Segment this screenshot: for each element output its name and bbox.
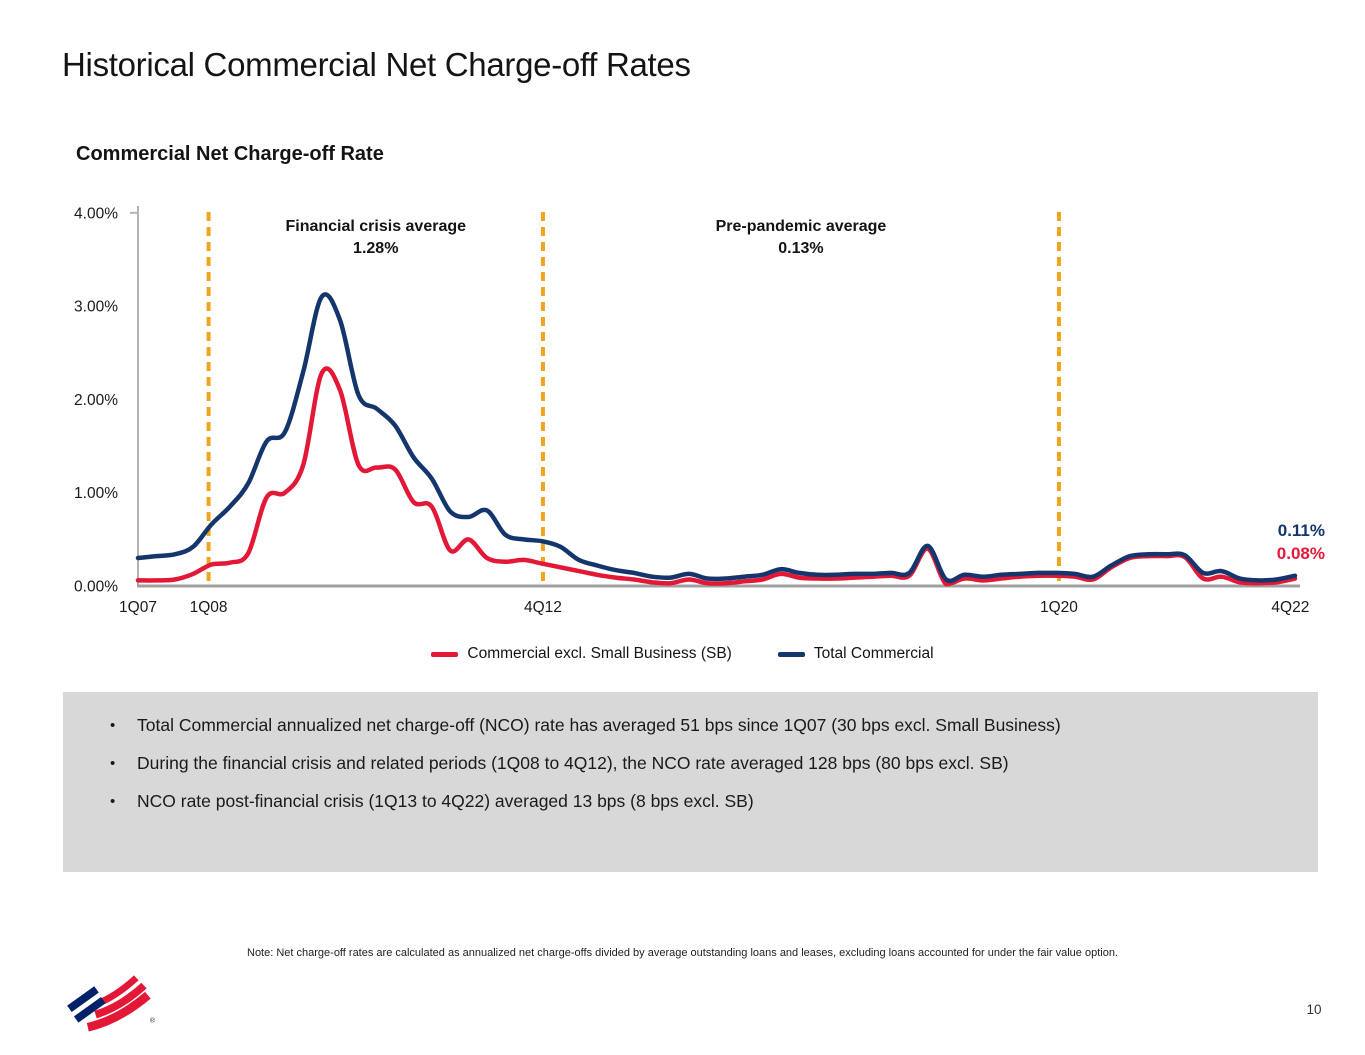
svg-text:2.00%: 2.00%: [74, 392, 118, 409]
annotation-value: 0.13%: [778, 240, 824, 257]
svg-text:1Q08: 1Q08: [190, 599, 228, 616]
logo-red-stripe: [101, 975, 139, 1005]
legend-label: Commercial excl. Small Business (SB): [467, 645, 732, 662]
annotation-line: Pre-pandemic average: [715, 218, 887, 235]
svg-text:3.00%: 3.00%: [74, 299, 118, 316]
svg-text:4.00%: 4.00%: [74, 205, 118, 222]
registered-trademark-symbol: ®: [150, 1016, 155, 1024]
svg-text:4Q22: 4Q22: [1271, 599, 1309, 616]
page-number: 10: [1306, 1002, 1322, 1017]
summary-bullet-box: Total Commercial annualized net charge-o…: [63, 692, 1318, 872]
svg-text:1.00%: 1.00%: [74, 485, 118, 502]
svg-text:1Q07: 1Q07: [119, 599, 157, 616]
bank-of-america-logo: ®: [67, 975, 155, 1032]
nco-line-chart-canvas: 0.00% 1.00% 2.00% 3.00% 4.00% 1Q07 1Q08 4Q12 1Q2…: [74, 205, 1309, 616]
logo-blue-stripe: [67, 986, 99, 1012]
svg-text:1Q20: 1Q20: [1040, 599, 1078, 616]
excl-sb-line-swatch: [431, 651, 459, 657]
bullet-item: Total Commercial annualized net charge-o…: [63, 713, 1288, 738]
total-commercial-end-value: 0.11%: [1277, 521, 1325, 540]
logo-red-stripe: [86, 991, 151, 1032]
page-title: Historical Commercial Net Charge-off Rat…: [62, 46, 691, 83]
financial-crisis-annotation: Financial crisis average 1.28%: [285, 216, 466, 260]
series-end-labels: 0.11% 0.08%: [1277, 519, 1325, 565]
svg-text:0.00%: 0.00%: [74, 579, 118, 596]
annotation-line: Financial crisis average: [285, 218, 467, 235]
chart-title: Commercial Net Charge-off Rate: [76, 143, 384, 165]
total-commercial-line-swatch: [777, 651, 805, 657]
logo-red-stripe: [94, 982, 147, 1019]
chart-legend: Commercial excl. Small Business (SB) Tot…: [0, 645, 1365, 663]
svg-text:4Q12: 4Q12: [524, 599, 562, 616]
nco-chart: 0.00% 1.00% 2.00% 3.00% 4.00% 1Q07 1Q08 4Q12 1Q2…: [55, 190, 1335, 630]
excl-sb-end-value: 0.08%: [1276, 544, 1325, 563]
bullet-item: During the financial crisis and related …: [63, 751, 1288, 776]
footnote: Note: Net charge-off rates are calculate…: [247, 947, 1118, 959]
legend-label: Total Commercial: [813, 645, 934, 662]
pre-pandemic-annotation: Pre-pandemic average 0.13%: [716, 216, 887, 260]
annotation-value: 1.28%: [353, 240, 399, 257]
legend-item-total-commercial: Total Commercial: [777, 645, 934, 663]
logo-blue-stripe: [73, 996, 106, 1023]
bullet-list: Total Commercial annualized net charge-o…: [63, 692, 1318, 814]
bullet-item: NCO rate post-financial crisis (1Q13 to …: [63, 789, 1288, 814]
legend-item-excl-sb: Commercial excl. Small Business (SB): [431, 645, 732, 663]
